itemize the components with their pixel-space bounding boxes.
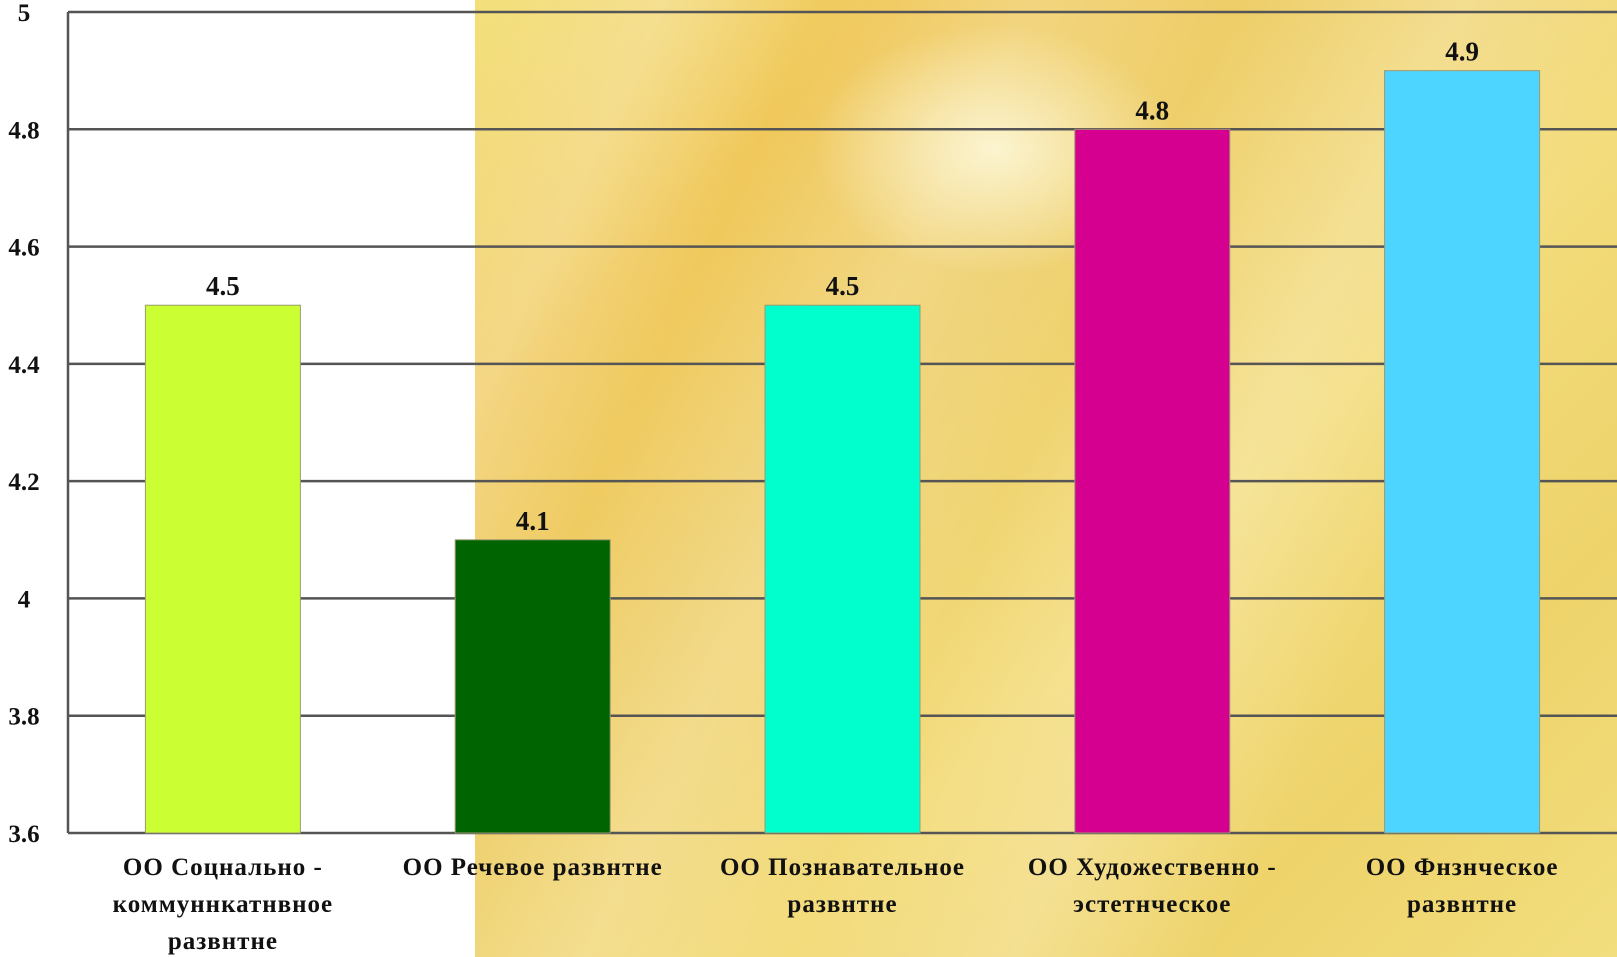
y-tick-label: 3.6 [8,821,39,848]
data-label: 4.5 [826,271,860,301]
x-tick-label: развнтне [168,928,278,955]
bar [764,304,921,834]
bar [1384,70,1541,834]
x-tick-label: ОО Речевое развнтне [403,854,663,881]
bars [144,70,1541,834]
bar [144,304,301,834]
x-tick-label: эстетнческое [1073,891,1231,918]
y-tick-labels: 3.6 3.8 4 4.2 4.4 4.6 4.8 5 [8,0,40,848]
x-tick-label: развнтне [1407,891,1517,918]
x-tick-label: коммуннкатнвное [113,891,334,918]
y-tick-label: 5 [18,0,31,27]
x-tick-label: ОО Художественно - [1028,854,1277,881]
y-tick-label: 4.4 [8,352,40,379]
data-label: 4.9 [1445,37,1479,67]
value-labels: 4.5 4.1 4.5 4.8 4.9 [206,37,1479,536]
y-tick-label: 3.8 [8,704,39,731]
y-tick-label: 4.8 [8,117,39,144]
data-label: 4.5 [206,271,240,301]
x-tick-label: ОО Фнзнческое [1366,854,1559,881]
bar [454,539,611,834]
x-tick-label: ОО Познавательное [720,854,965,881]
x-category-labels: ОО Соцнально - коммуннкатнвное развнтне ОО … [113,854,1559,955]
y-tick-label: 4 [18,586,31,613]
data-label: 4.8 [1135,95,1169,125]
x-tick-label: развнтне [787,891,897,918]
x-tick-label: ОО Соцнально - [123,854,323,881]
y-tick-label: 4.2 [8,469,39,496]
data-label: 4.1 [516,506,550,536]
bar [1074,128,1231,834]
y-tick-label: 4.6 [8,235,39,262]
